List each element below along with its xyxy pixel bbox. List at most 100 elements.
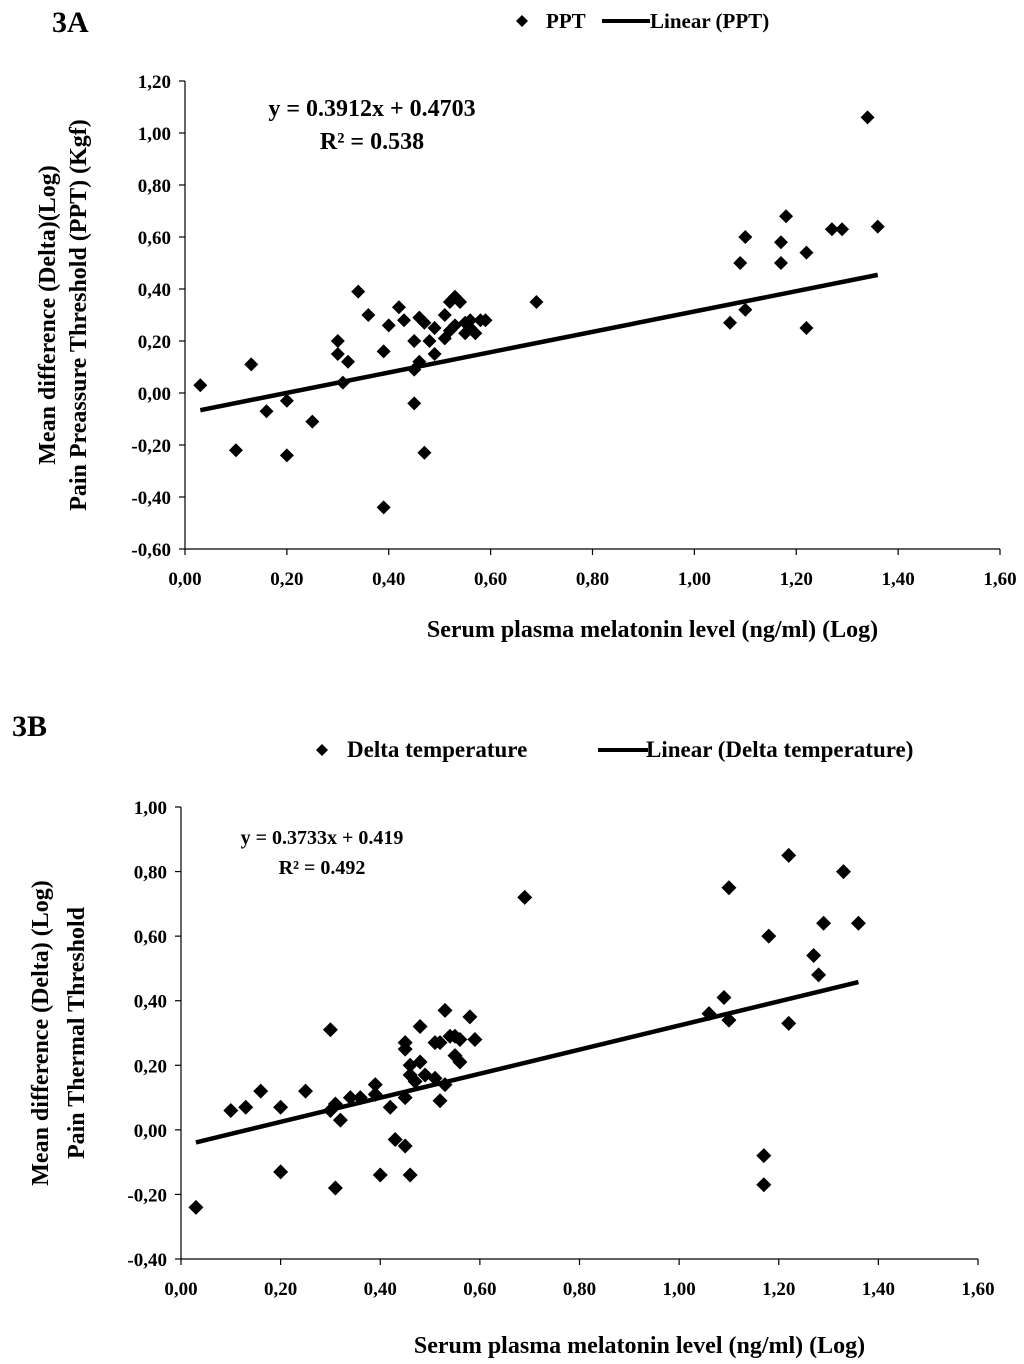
data-point xyxy=(529,295,544,309)
data-point xyxy=(397,1138,413,1154)
trendline xyxy=(195,979,859,1145)
data-point xyxy=(259,404,274,419)
chart-panel-3a: 3A -0,60 -0,40 -0,20 0,00 0,20 0,40 0,60 0,80 1,… xyxy=(35,6,1017,643)
y-tick-label: 0,00 xyxy=(134,1121,167,1142)
data-point xyxy=(811,967,827,983)
y-tick-label: 0,60 xyxy=(138,228,171,249)
data-point xyxy=(422,334,437,348)
legend-label: PPT xyxy=(546,9,586,33)
data-point xyxy=(332,1112,348,1128)
data-point xyxy=(391,300,406,315)
data-point xyxy=(407,396,422,411)
x-tick-label: 1,20 xyxy=(762,1279,795,1300)
data-point xyxy=(417,315,432,330)
data-point xyxy=(432,1093,448,1109)
y-axis-title: Mean difference (Delta) (Log) xyxy=(28,880,54,1185)
data-point xyxy=(836,864,852,880)
x-axis-title: Serum plasma melatonin level (ng/ml) (Lo… xyxy=(414,1333,865,1359)
y-tick-label: 0,00 xyxy=(138,384,171,405)
data-point xyxy=(376,344,391,359)
data-point xyxy=(738,302,753,317)
data-point xyxy=(238,1099,254,1115)
data-point xyxy=(721,1012,737,1028)
data-point xyxy=(305,414,320,429)
y-tick-label: -0,40 xyxy=(127,1250,167,1271)
y-tick-label: 1,00 xyxy=(134,798,167,819)
y-tick-label: 0,60 xyxy=(134,927,167,948)
data-point xyxy=(517,889,533,905)
data-point xyxy=(407,1073,423,1089)
y-tick-label: 0,40 xyxy=(134,992,167,1013)
x-tick-label: 0,40 xyxy=(364,1279,397,1300)
chart-panel-3b: 3B -0,40 -0,20 0,00 0,20 0,40 0,60 0,80 1,00 0,0… xyxy=(0,682,1024,1364)
x-tick-label: 1,00 xyxy=(663,1279,696,1300)
data-point xyxy=(799,321,814,335)
y-axis-title: Mean difference (Delta)(Log) xyxy=(35,165,61,464)
data-point xyxy=(253,1083,269,1099)
data-point xyxy=(367,1077,383,1093)
r-squared-label: R² = 0.538 xyxy=(320,129,424,155)
trendline-equation: y = 0.3912x + 0.4703 xyxy=(268,96,475,122)
data-point xyxy=(327,1180,343,1196)
data-point xyxy=(773,235,788,250)
panel-label: 3A xyxy=(52,6,89,39)
x-tick-label: 0,00 xyxy=(164,1279,197,1300)
y-tick-label: 0,80 xyxy=(134,863,167,884)
data-point xyxy=(402,1057,418,1073)
data-point xyxy=(799,245,814,260)
data-point xyxy=(193,378,208,393)
y-axis-title: Pain Thermal Threshold xyxy=(64,906,90,1159)
y-tick-label: -0,20 xyxy=(131,436,171,457)
x-tick-label: 0,20 xyxy=(270,569,303,590)
data-point xyxy=(427,347,442,361)
y-tick-label: 0,40 xyxy=(138,280,171,301)
data-point xyxy=(417,445,432,460)
data-point xyxy=(397,313,412,328)
data-point xyxy=(781,1015,797,1031)
data-point xyxy=(721,880,737,896)
data-point xyxy=(427,321,442,335)
data-point xyxy=(860,110,875,125)
x-tick-label: 1,20 xyxy=(780,569,813,590)
x-tick-label: 0,80 xyxy=(576,569,609,590)
data-point xyxy=(244,357,259,372)
data-point xyxy=(279,448,294,463)
x-tick-label: 1,40 xyxy=(882,569,915,590)
y-tick-label: 0,20 xyxy=(138,332,171,353)
data-point xyxy=(453,295,468,309)
data-point xyxy=(437,308,452,322)
legend-label: Linear (PPT) xyxy=(650,9,769,33)
r-squared-label: R² = 0.492 xyxy=(279,857,366,879)
data-point xyxy=(298,1083,314,1099)
data-point xyxy=(273,1099,289,1115)
data-point xyxy=(738,230,753,244)
data-point xyxy=(478,313,493,328)
x-tick-label: 1,60 xyxy=(961,1279,994,1300)
data-point xyxy=(223,1102,239,1118)
y-tick-label: -0,40 xyxy=(131,488,171,509)
data-point xyxy=(733,256,748,270)
data-point xyxy=(437,1077,453,1093)
data-point xyxy=(387,1132,403,1148)
data-point xyxy=(779,209,794,224)
x-tick-label: 0,60 xyxy=(474,569,507,590)
data-point xyxy=(397,1035,413,1051)
data-point xyxy=(756,1148,772,1164)
data-point xyxy=(279,393,294,408)
data-point xyxy=(835,222,850,237)
data-point xyxy=(412,1054,428,1070)
data-point xyxy=(773,256,788,270)
data-point xyxy=(381,318,396,333)
data-point xyxy=(351,284,366,299)
x-tick-label: 0,20 xyxy=(264,1279,297,1300)
data-point xyxy=(412,354,427,369)
y-tick-label: -0,60 xyxy=(131,540,171,561)
data-point xyxy=(447,318,462,333)
y-tick-label: 1,20 xyxy=(138,72,171,93)
scatter-chart-3a: -0,60 -0,40 -0,20 0,00 0,20 0,40 0,60 0,80 1,00 1… xyxy=(35,9,1017,643)
data-point xyxy=(462,1009,478,1025)
data-point xyxy=(228,443,243,458)
data-point xyxy=(761,928,777,944)
data-point xyxy=(824,222,839,237)
data-point xyxy=(816,915,832,931)
